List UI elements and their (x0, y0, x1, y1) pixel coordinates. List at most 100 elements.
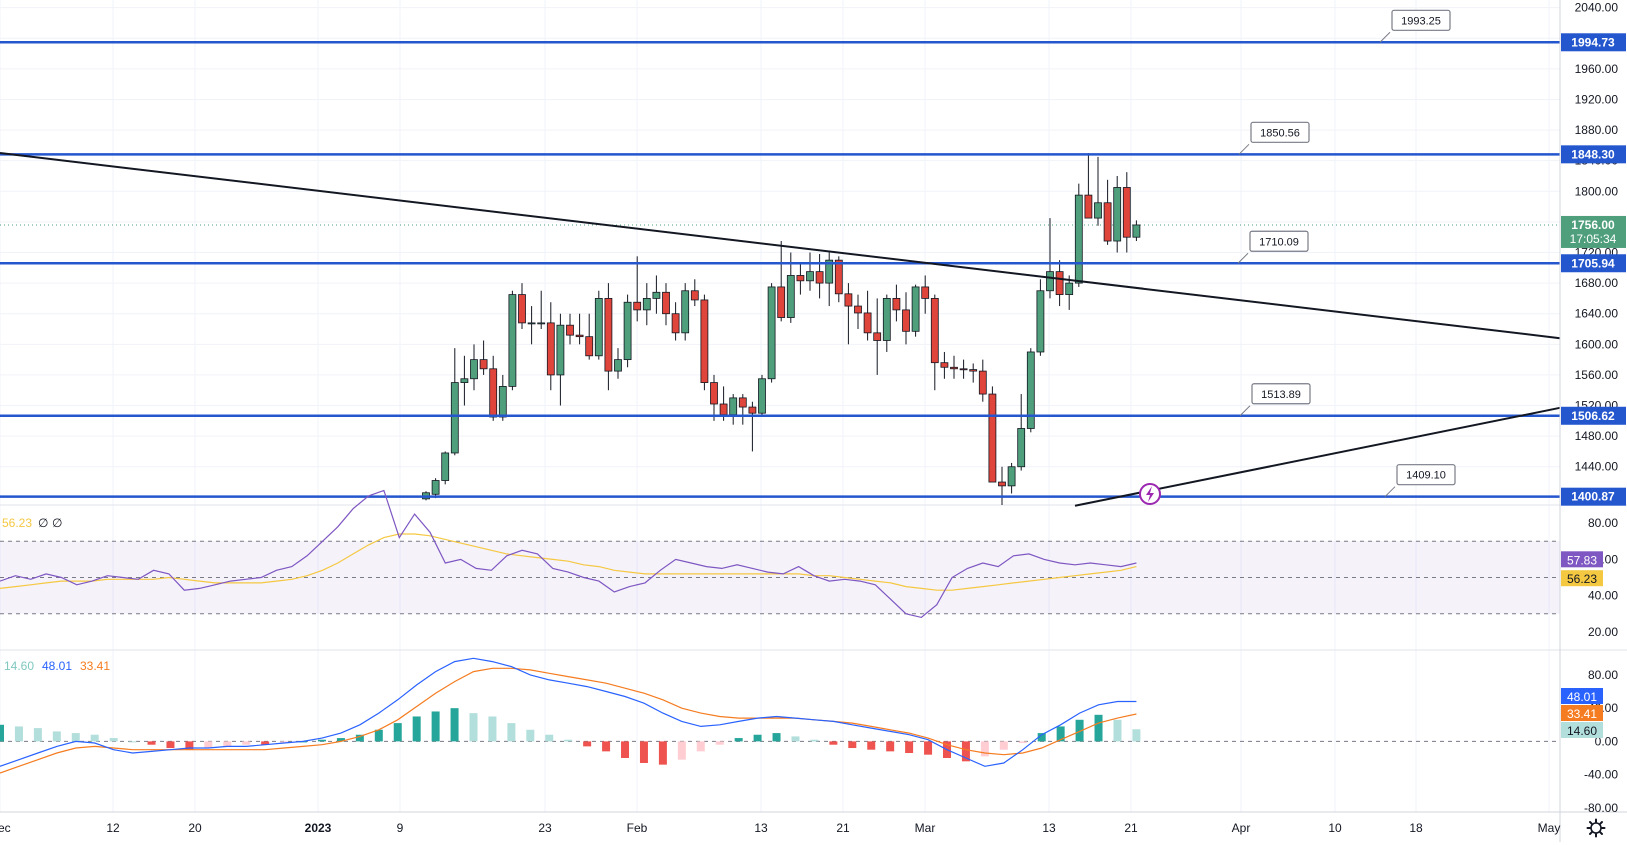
time-tick-label: Mar (915, 821, 936, 835)
macd-histogram-bar (431, 711, 440, 742)
macd-histogram-bar (696, 741, 705, 752)
macd-histogram-bar (109, 738, 118, 742)
trend-lines (0, 152, 1561, 507)
macd-hist-value-label: 14.60 (1567, 724, 1597, 738)
horizontal-levels: 1993.25 1850.56 1710.09 1513.89 1409.10 (0, 9, 1560, 498)
time-axis: Dec 12 20 2023 9 23 Feb 13 21 Mar 13 21 Apr 10 18 May (0, 821, 1560, 835)
candle-up (508, 294, 517, 387)
candle-down (815, 271, 824, 284)
level-price-tag (1561, 487, 1626, 506)
candle-up (1132, 224, 1141, 238)
macd-histogram-bar (14, 726, 23, 742)
level-price-label: 1994.73 (1571, 35, 1615, 49)
callout-pointer (1379, 31, 1391, 43)
macd-histogram-bar (71, 733, 80, 742)
price-tick-label: 1800.00 (1575, 184, 1619, 198)
price-tick-label: 1600.00 (1575, 337, 1619, 351)
candle-up (1094, 202, 1102, 219)
candle-up (450, 382, 459, 454)
candle-down (834, 259, 843, 295)
candle-down (969, 369, 978, 372)
macd-histogram-bar (1094, 714, 1103, 742)
settings-gear-icon[interactable] (1586, 818, 1606, 838)
candle-up (1065, 282, 1074, 295)
macd-histogram-bar (0, 724, 4, 742)
candles (422, 153, 1141, 505)
time-tick-label: 18 (1409, 821, 1423, 835)
candle-up (527, 322, 536, 325)
candle-up (460, 378, 469, 383)
macd-histogram-bar (829, 741, 838, 745)
price-callout-box (1251, 383, 1311, 405)
candle-down (748, 406, 757, 414)
candle-down (978, 370, 987, 395)
candle-up (825, 259, 834, 284)
candle-down (1055, 271, 1064, 295)
time-tick-label: May (1538, 821, 1561, 835)
macd-histogram-bar (261, 741, 270, 745)
candle-up (498, 386, 507, 418)
candle-down (988, 393, 997, 483)
candle-down (575, 334, 584, 338)
price-tick-label: 1960.00 (1575, 62, 1619, 76)
rsi-value-label: 57.83 (1567, 553, 1597, 567)
macd-histogram-bar (905, 741, 914, 754)
macd-histogram-bar (639, 741, 648, 763)
price-tick-label: 1640.00 (1575, 307, 1619, 321)
candle-down (854, 305, 862, 314)
level-price-label: 1705.94 (1571, 256, 1615, 270)
callout-pointer (1238, 143, 1250, 155)
level-price-label: 1848.30 (1571, 147, 1615, 161)
current-price-label: 1756.00 (1571, 218, 1615, 232)
candle-down (950, 366, 958, 370)
rsi-ma-line (0, 533, 1137, 591)
macd-histogram-bar (223, 741, 232, 747)
candle-up (537, 322, 546, 325)
candle-down (930, 298, 939, 364)
time-tick-label: 13 (1042, 821, 1056, 835)
candle-down (892, 298, 901, 311)
macd-histogram-bar (545, 734, 554, 742)
macd-hist-value-tag (1561, 722, 1603, 738)
candle-down (959, 368, 968, 371)
rsi-legend-empty: ∅ (38, 516, 48, 530)
time-tick-label: 21 (836, 821, 850, 835)
rsi-tick-label: 20.00 (1588, 625, 1618, 639)
candle-down (796, 275, 805, 282)
price-callout-label: 1850.56 (1260, 127, 1300, 139)
price-tick-label: 2040.00 (1575, 1, 1619, 15)
candle-down (777, 286, 786, 318)
macd-legend-macd: 48.01 (42, 659, 72, 673)
countdown-label: 17:05:34 (1570, 232, 1617, 246)
candle-down (1103, 202, 1112, 242)
candle-up (1036, 290, 1045, 353)
time-tick-label: 12 (106, 821, 120, 835)
price-tick-label: 1560.00 (1575, 368, 1619, 382)
candle-down (738, 397, 747, 408)
candle-up (623, 301, 632, 361)
macd-value-tag (1561, 688, 1603, 704)
price-callout-label: 1409.10 (1406, 470, 1446, 482)
price-callout-label: 1513.89 (1261, 389, 1301, 401)
price-tick-label: 1680.00 (1575, 276, 1619, 290)
price-callout-box (1249, 230, 1309, 252)
macd-histogram-bar (621, 741, 630, 758)
callout-pointer (1239, 405, 1251, 417)
candle-up (786, 275, 795, 318)
level-price-tag (1561, 33, 1626, 52)
time-tick-label: 20 (188, 821, 202, 835)
macd-value-label: 48.01 (1567, 690, 1597, 704)
rsi-line (0, 489, 1137, 619)
macd-histogram-bar (317, 739, 326, 742)
candle-down (1084, 194, 1093, 219)
candle-down (546, 322, 555, 376)
candle-up (642, 298, 651, 311)
macd-histogram-bar (658, 741, 667, 765)
macd-tick-label: -40.00 (1584, 768, 1618, 782)
macd-histogram-bar (1018, 741, 1027, 744)
candle-down (671, 313, 680, 334)
candle-down (719, 403, 728, 416)
